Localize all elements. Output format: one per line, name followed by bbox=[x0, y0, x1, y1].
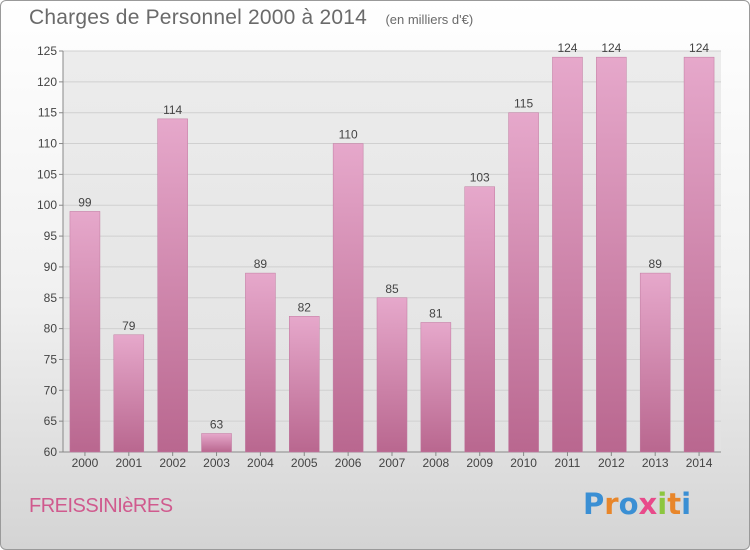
x-tick-label: 2000 bbox=[72, 456, 99, 470]
title-row: Charges de Personnel 2000 à 2014 (en mil… bbox=[29, 6, 473, 30]
x-tick-label: 2011 bbox=[555, 456, 581, 470]
bar bbox=[683, 56, 715, 453]
chart-title: Charges de Personnel 2000 à 2014 bbox=[29, 6, 367, 29]
bar bbox=[157, 118, 188, 453]
x-tick-label: 2001 bbox=[115, 456, 142, 470]
bar bbox=[639, 272, 671, 453]
bar bbox=[289, 316, 320, 453]
data-label: 124 bbox=[689, 41, 709, 55]
bar bbox=[69, 211, 101, 453]
bar bbox=[245, 272, 276, 453]
data-label: 89 bbox=[649, 257, 663, 271]
data-label: 63 bbox=[210, 417, 224, 431]
logo-letter: r bbox=[604, 487, 619, 521]
x-tick-label: 2006 bbox=[335, 456, 362, 470]
logo-letter: P bbox=[583, 487, 605, 521]
chart-subtitle: (en milliers d'€) bbox=[385, 12, 474, 27]
data-label: 82 bbox=[298, 300, 312, 314]
logo-letter: t bbox=[667, 487, 682, 521]
data-label: 99 bbox=[78, 195, 92, 209]
x-tick-label: 2007 bbox=[379, 456, 406, 470]
bar bbox=[376, 297, 408, 453]
x-tick-label: 2009 bbox=[466, 456, 493, 470]
y-tick-label: 65 bbox=[44, 414, 58, 428]
bar bbox=[508, 112, 539, 453]
data-label: 124 bbox=[601, 41, 621, 55]
x-tick-label: 2012 bbox=[598, 456, 625, 470]
bar bbox=[332, 143, 364, 453]
bar bbox=[552, 56, 583, 453]
y-tick-label: 120 bbox=[37, 75, 57, 89]
y-tick-label: 125 bbox=[37, 44, 57, 58]
x-tick-label: 2003 bbox=[203, 456, 230, 470]
data-label: 115 bbox=[514, 97, 533, 111]
commune-name: FREISSINIèRES bbox=[29, 495, 173, 517]
data-label: 85 bbox=[385, 282, 399, 296]
logo-letter: x bbox=[638, 487, 658, 521]
y-tick-label: 115 bbox=[38, 106, 57, 120]
x-tick-label: 2005 bbox=[291, 456, 318, 470]
y-tick-label: 80 bbox=[44, 322, 58, 336]
y-tick-label: 70 bbox=[44, 383, 58, 397]
y-tick-label: 105 bbox=[37, 167, 57, 181]
bar bbox=[113, 334, 145, 453]
y-tick-label: 100 bbox=[37, 198, 57, 212]
x-tick-label: 2002 bbox=[159, 456, 186, 470]
logo-letter: i bbox=[657, 487, 668, 521]
y-tick-label: 95 bbox=[44, 229, 58, 243]
x-tick-label: 2010 bbox=[510, 456, 537, 470]
x-tick-label: 2014 bbox=[686, 456, 713, 470]
data-label: 110 bbox=[339, 128, 358, 142]
data-label: 103 bbox=[470, 171, 490, 185]
y-tick-label: 60 bbox=[44, 445, 58, 459]
y-tick-label: 90 bbox=[44, 260, 58, 274]
data-label: 124 bbox=[557, 41, 577, 55]
bar bbox=[596, 56, 627, 453]
bar bbox=[201, 433, 232, 453]
data-label: 114 bbox=[163, 103, 182, 117]
bar bbox=[464, 186, 495, 453]
proxiti-logo: Proxiti bbox=[583, 487, 691, 521]
x-tick-label: 2004 bbox=[247, 456, 274, 470]
y-tick-label: 75 bbox=[44, 352, 58, 366]
data-label: 79 bbox=[122, 319, 136, 333]
logo-letter: i bbox=[681, 487, 692, 521]
data-label: 81 bbox=[429, 306, 443, 320]
y-tick-label: 110 bbox=[38, 137, 57, 151]
logo-letter: o bbox=[618, 487, 639, 521]
data-label: 89 bbox=[254, 257, 268, 271]
x-tick-label: 2008 bbox=[423, 456, 450, 470]
y-tick-label: 85 bbox=[44, 291, 58, 305]
bar bbox=[420, 322, 452, 453]
x-tick-label: 2013 bbox=[642, 456, 669, 470]
